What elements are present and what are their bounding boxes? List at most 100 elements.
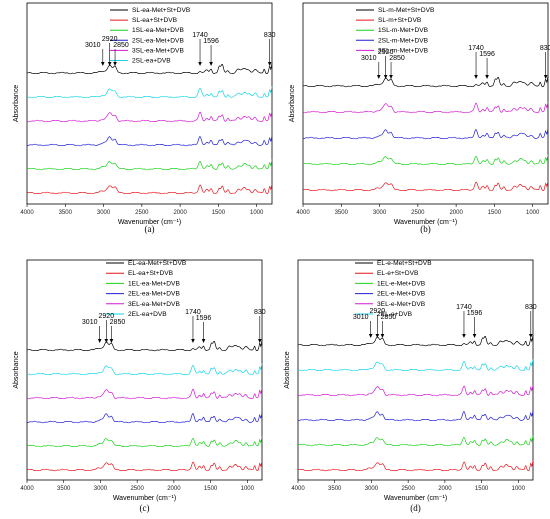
- x-axis-label: Wavenumber (cm⁻¹): [394, 219, 457, 226]
- series-line: [297, 410, 534, 422]
- legend-entry: EL-e-Met+St+DVB: [377, 260, 432, 267]
- x-tick-label: 1000: [250, 210, 264, 216]
- legend-entry: 3EL-e-Met+DVB: [377, 301, 426, 308]
- peak-arrowhead: [100, 62, 105, 66]
- legend-entry: 1EL-e-Met+DVB: [377, 280, 426, 287]
- x-tick-label: 3000: [97, 210, 111, 216]
- series-line: [297, 334, 534, 347]
- series-line: [26, 412, 263, 424]
- peak-arrowhead: [107, 62, 112, 66]
- x-tick-label: 1500: [488, 210, 502, 216]
- peak-label: 2920: [370, 308, 386, 315]
- peak-arrowhead: [209, 62, 213, 66]
- series-line: [26, 460, 263, 472]
- peak-arrowhead: [472, 334, 477, 338]
- y-axis-label: Absorbance: [289, 85, 296, 122]
- x-tick-label: 3000: [365, 486, 379, 492]
- x-tick-label: 3500: [57, 486, 71, 492]
- x-tick-label: 1500: [475, 486, 489, 492]
- peak-label: 1740: [468, 45, 484, 52]
- series-line: [302, 180, 549, 192]
- series-line: [297, 385, 534, 397]
- subfigure-label: (c): [140, 503, 150, 513]
- legend-entry: 1SL-ea-Met+DVB: [132, 27, 184, 34]
- x-tick-label: 2500: [411, 210, 425, 216]
- peak-arrowhead: [368, 334, 373, 338]
- peak-arrowhead: [104, 339, 109, 343]
- peak-label: 2920: [99, 313, 115, 320]
- peak-arrowhead: [376, 75, 381, 79]
- legend-entry: 2SL-m-Met+DVB: [378, 37, 429, 44]
- peak-arrowhead: [485, 75, 489, 79]
- series-line: [26, 159, 273, 171]
- x-tick-label: 2000: [167, 486, 181, 492]
- subfigure-label: (d): [410, 503, 421, 513]
- x-axis-label: Wavenumber (cm⁻¹): [118, 219, 181, 226]
- peak-label: 3010: [361, 55, 377, 62]
- peak-label: 1596: [203, 38, 219, 45]
- series-line: [26, 436, 263, 448]
- chart-panel-1: 4000 3500 3000 2500 2000 1500 1000 Wavenumber (…: [13, 2, 276, 234]
- x-tick-label: 3000: [373, 210, 387, 216]
- chart-panel-4: 4000 3500 3000 2500 2000 1500 1000 Wavenumber (…: [284, 259, 537, 513]
- legend-entry: 3SL-m-Met+DVB: [378, 47, 429, 54]
- legend-entry: SL-m-Met+St+DVB: [378, 7, 435, 14]
- y-axis-label: Absorbance: [13, 85, 20, 122]
- chart-panel-3: 4000 3500 3000 2500 2000 1500 1000 Wavenumber (…: [13, 259, 266, 513]
- peak-arrowhead: [113, 62, 117, 66]
- series-line: [26, 135, 273, 147]
- peak-arrowhead: [543, 75, 548, 79]
- peak-label: 1596: [196, 315, 212, 322]
- series-line: [297, 435, 534, 447]
- legend-entry: EL-e+St+DVB: [377, 270, 419, 277]
- series-line: [302, 102, 549, 114]
- peak-arrowhead: [97, 339, 102, 343]
- peak-label: 1740: [192, 32, 208, 39]
- subfigure-label: (a): [145, 224, 155, 234]
- x-tick-label: 3000: [94, 486, 108, 492]
- x-tick-label: 1500: [212, 210, 226, 216]
- legend-entry: 3SL-ea-Met+DVB: [132, 47, 184, 54]
- legend-entry: 1SL-m-Met+DVB: [378, 27, 429, 34]
- peak-arrowhead: [389, 75, 393, 79]
- x-tick-label: 3500: [335, 210, 349, 216]
- legend-entry: EL-ea-Met+St+DVB: [128, 260, 187, 267]
- peak-label: 1740: [456, 304, 472, 311]
- subfigure-label: (b): [420, 224, 431, 234]
- peak-arrowhead: [528, 334, 533, 338]
- series-line: [27, 363, 263, 376]
- legend-entry: 2SL-ea-Met+DVB: [132, 37, 184, 44]
- peak-arrowhead: [257, 339, 262, 343]
- series-line: [297, 460, 534, 472]
- x-tick-label: 2000: [173, 210, 187, 216]
- peak-label: 830: [540, 45, 550, 52]
- peak-label: 3010: [353, 314, 369, 321]
- x-tick-label: 4000: [296, 210, 310, 216]
- legend-entry: 2SL-ea+DVB: [132, 58, 171, 65]
- peak-label: 2850: [389, 55, 405, 62]
- peak-label: 2850: [110, 319, 126, 326]
- legend-entry: EL-ea+St+DVB: [128, 270, 174, 277]
- legend-entry: SL-m+St+DVB: [378, 17, 422, 24]
- peak-label: 3010: [85, 42, 101, 49]
- peak-arrowhead: [198, 62, 202, 66]
- series-line: [26, 388, 263, 400]
- series-line: [26, 183, 273, 195]
- y-axis-label: Absorbance: [13, 351, 20, 388]
- peak-arrowhead: [462, 334, 466, 338]
- x-axis-label: Wavenumber (cm⁻¹): [113, 495, 176, 502]
- x-tick-label: 1000: [241, 486, 255, 492]
- peak-label: 3010: [82, 319, 98, 326]
- x-tick-label: 4000: [291, 486, 305, 492]
- peak-arrowhead: [201, 339, 206, 343]
- chart-panel-2: 4000 3500 3000 2500 2000 1500 1000 Wavenumber (…: [289, 2, 550, 234]
- x-tick-label: 3500: [328, 486, 342, 492]
- legend-entry: SL-ea+St+DVB: [132, 17, 178, 24]
- y-axis-label: Absorbance: [284, 351, 291, 388]
- x-tick-label: 2500: [130, 486, 144, 492]
- legend-entry: 1EL-ea-Met+DVB: [128, 280, 180, 287]
- peak-arrowhead: [383, 75, 388, 79]
- x-tick-label: 2500: [401, 486, 415, 492]
- x-tick-label: 2000: [449, 210, 463, 216]
